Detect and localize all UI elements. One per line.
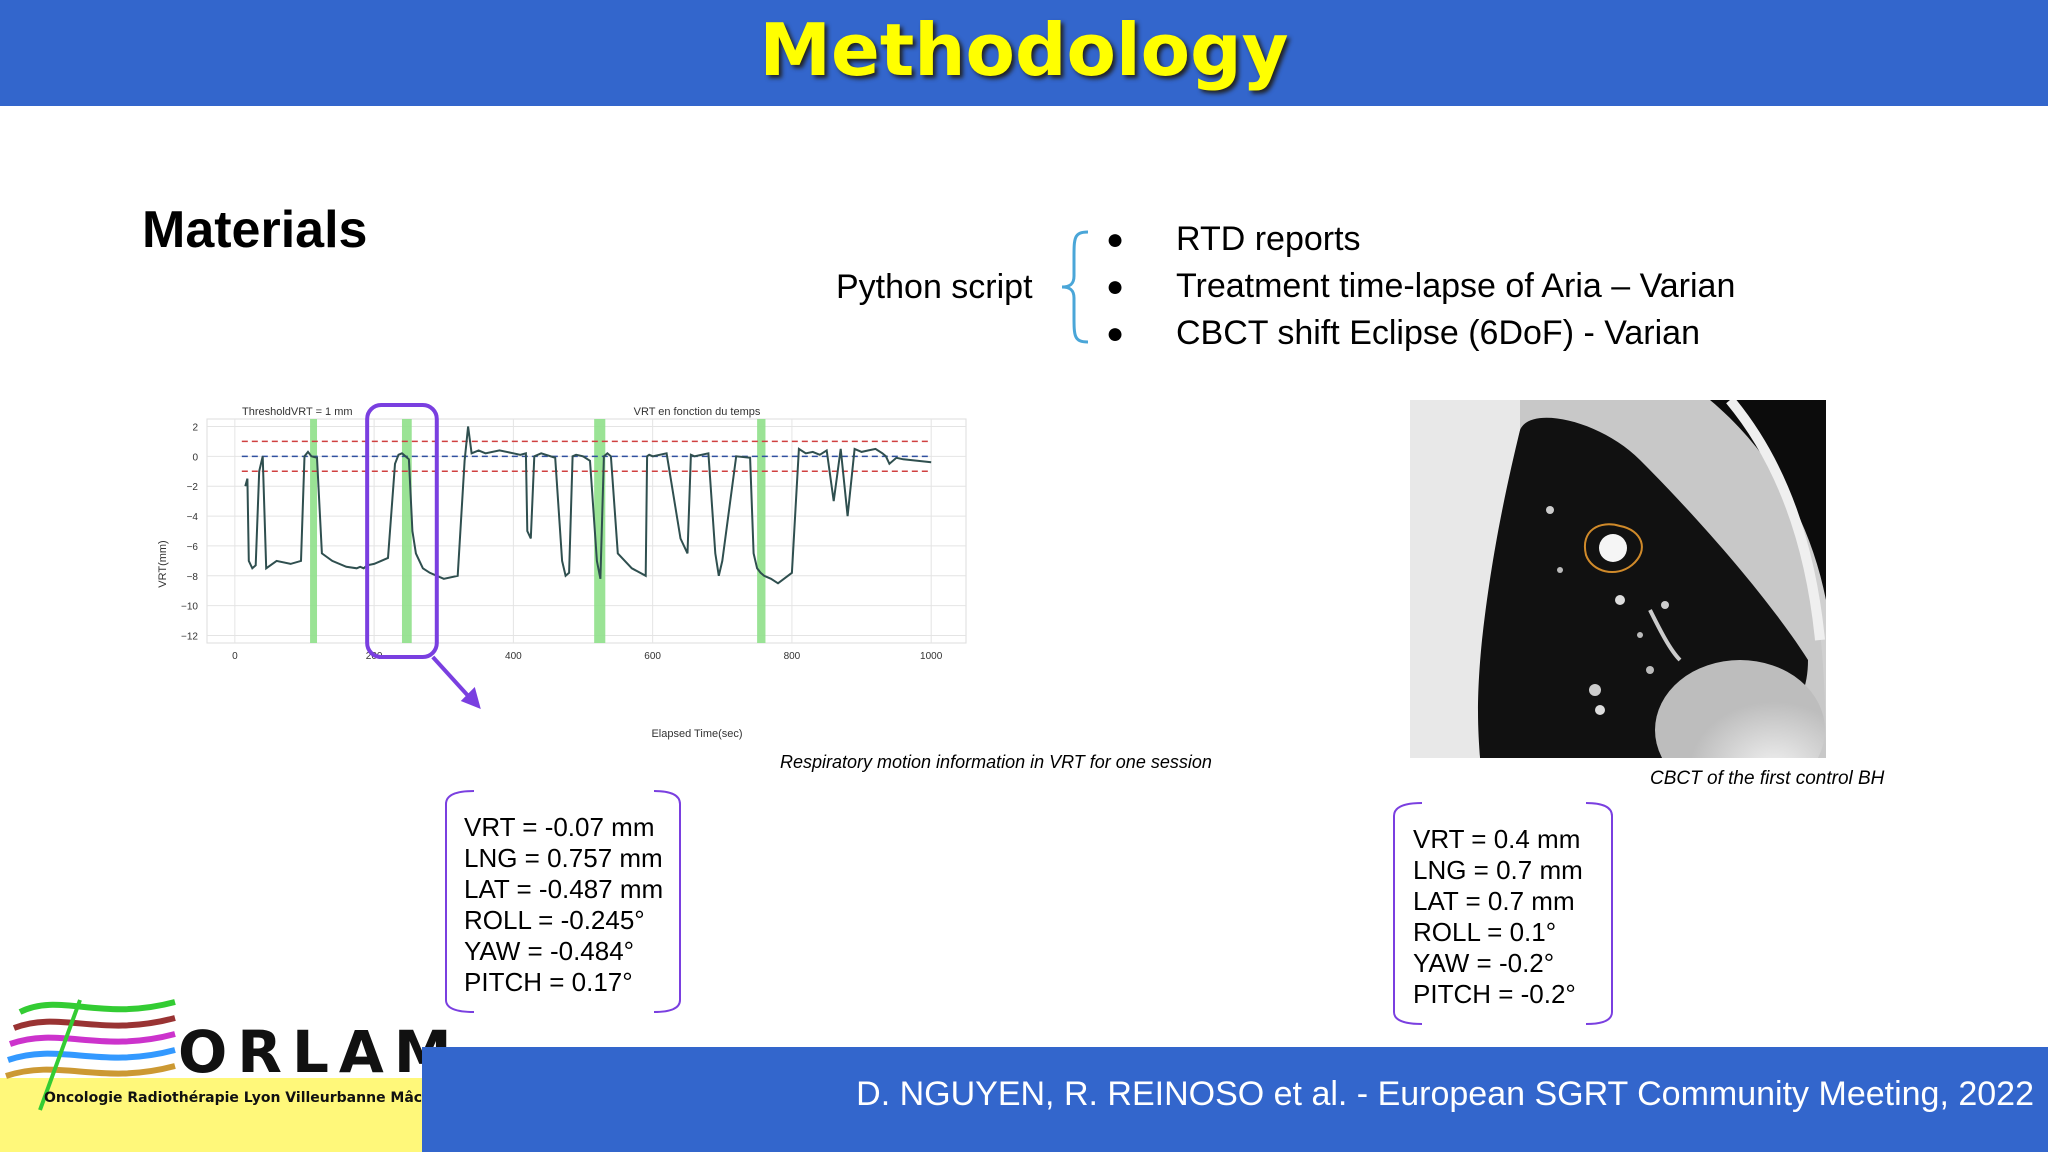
bullet-text: RTD reports xyxy=(1176,220,1361,258)
bullet-icon: ● xyxy=(1106,223,1125,256)
y-tick-label: 0 xyxy=(192,452,198,463)
shift-box-2-brackets xyxy=(1393,802,1613,1025)
x-tick-label: 600 xyxy=(644,651,661,662)
vrt-chart: 2 0 −2 −4 −6 −8 −10 −12 0 200 400 600 800 1000 Thresh… xyxy=(150,398,1200,743)
shift-yaw: YAW = -0.2° xyxy=(1413,948,1555,978)
materials-list: ● RTD reports ● Treatment time-lapse of Ar… xyxy=(1106,216,1735,357)
y-tick-label: −10 xyxy=(181,602,198,613)
logo-subtitle: Oncologie Radiothérapie Lyon Villeurbann… xyxy=(44,1090,442,1106)
shift-lat: LAT = -0.487 mm xyxy=(464,874,664,904)
bullet-icon: ● xyxy=(1106,317,1125,350)
slide-title: Methodology xyxy=(759,8,1289,92)
y-tick-label: −6 xyxy=(187,542,199,553)
highlight-box xyxy=(365,403,439,659)
shift-yaw: YAW = -0.484° xyxy=(464,936,635,966)
shift-pitch: PITCH = 0.17° xyxy=(464,967,633,997)
highlight-arrow xyxy=(431,655,475,703)
cbct-image xyxy=(1410,400,1826,758)
y-tick-label: 2 xyxy=(192,422,198,433)
bullet-text: Treatment time-lapse of Aria – Varian xyxy=(1176,267,1736,305)
arrow-head-icon xyxy=(460,687,481,709)
cbct-scan-drawing xyxy=(1410,400,1826,758)
shift-box-1-brackets xyxy=(445,790,681,1013)
materials-heading: Materials xyxy=(142,201,368,259)
green-band xyxy=(310,419,318,643)
shift-box-1: VRT = -0.07 mm LNG = 0.757 mm LAT = -0.4… xyxy=(464,812,663,998)
footer-bar: D. NGUYEN, R. REINOSO et al. - European … xyxy=(422,1047,2048,1152)
shift-vrt: VRT = -0.07 mm xyxy=(464,812,655,842)
x-tick-label: 400 xyxy=(505,651,522,662)
python-script-label: Python script xyxy=(836,268,1033,306)
shift-lng: LNG = 0.757 mm xyxy=(464,843,663,873)
shift-box-2: VRT = 0.4 mm LNG = 0.7 mm LAT = 0.7 mm R… xyxy=(1413,824,1583,1010)
green-band xyxy=(594,419,606,643)
green-band xyxy=(757,419,766,643)
shift-roll: ROLL = 0.1° xyxy=(1413,917,1557,947)
y-tick-label: −8 xyxy=(187,572,199,583)
logo-name: ORLAM xyxy=(178,1018,462,1086)
chart-title: VRT en fonction du temps xyxy=(634,406,761,418)
shift-roll: ROLL = -0.245° xyxy=(464,905,645,935)
x-tick-label: 1000 xyxy=(920,651,943,662)
list-item: ● RTD reports xyxy=(1106,216,1735,263)
orlam-logo-waves-icon xyxy=(5,999,176,1111)
chart-caption: Respiratory motion information in VRT fo… xyxy=(780,752,1212,772)
bullet-text: CBCT shift Eclipse (6DoF) - Varian xyxy=(1176,314,1700,352)
x-tick-label: 0 xyxy=(232,651,238,662)
list-item: ● CBCT shift Eclipse (6DoF) - Varian xyxy=(1106,310,1735,357)
y-tick-label: −2 xyxy=(187,482,199,493)
y-axis-label: VRT(mm) xyxy=(157,540,169,587)
footer-citation: D. NGUYEN, R. REINOSO et al. - European … xyxy=(856,1075,2034,1113)
title-bar: Methodology xyxy=(0,0,2048,106)
logo-background xyxy=(0,1078,422,1152)
curly-brace-icon xyxy=(1061,230,1089,344)
chart-subtitle: ThresholdVRT = 1 mm xyxy=(242,406,353,418)
x-tick-label: 800 xyxy=(784,651,801,662)
x-axis-label: Elapsed Time(sec) xyxy=(651,728,742,740)
bullet-icon: ● xyxy=(1106,270,1125,303)
vrt-series-line xyxy=(244,426,932,585)
shift-vrt: VRT = 0.4 mm xyxy=(1413,824,1581,854)
green-band xyxy=(401,419,412,643)
list-item: ● Treatment time-lapse of Aria – Varian xyxy=(1106,263,1735,310)
shift-lng: LNG = 0.7 mm xyxy=(1413,855,1583,885)
y-tick-label: −12 xyxy=(181,632,198,643)
shift-lat: LAT = 0.7 mm xyxy=(1413,886,1575,916)
y-tick-label: −4 xyxy=(187,512,199,523)
shift-pitch: PITCH = -0.2° xyxy=(1413,979,1576,1009)
vrt-chart-svg: 20−2−4−6−8−10−120 200 400 600 800 1000 Thresh… xyxy=(157,403,967,740)
cbct-caption: CBCT of the first control BH xyxy=(1650,768,1885,789)
